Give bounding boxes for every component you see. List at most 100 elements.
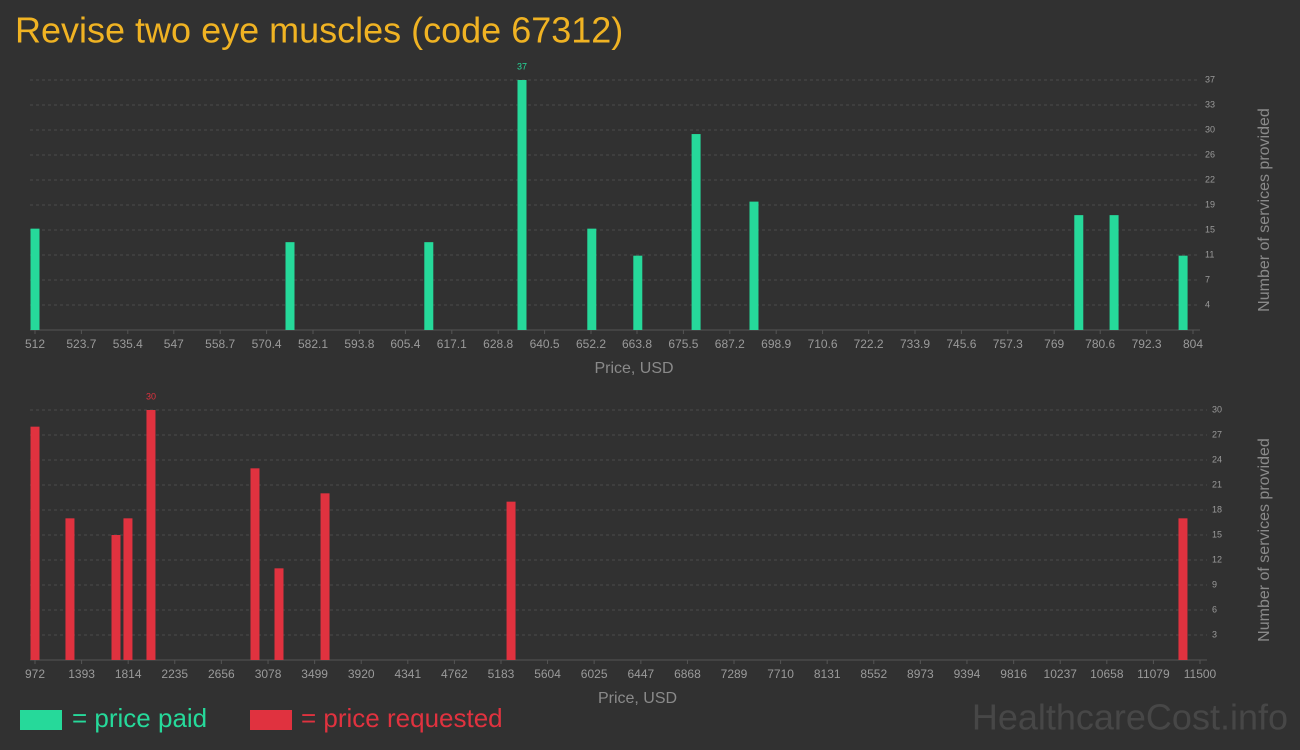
x-tick-label: 10658 [1090, 667, 1124, 681]
bar [111, 535, 121, 660]
x-tick-label: 547 [164, 337, 184, 351]
y-tick-label: 15 [1205, 224, 1215, 234]
x-tick-label: 558.7 [205, 337, 235, 351]
page-title: Revise two eye muscles (code 67312) [15, 10, 623, 51]
legend: = price paid = price requested [20, 703, 503, 733]
x-tick-label: 663.8 [622, 337, 652, 351]
chart-panel: 4 7 11 15 19 22 26 30 33 37 512 523.7 535.4 547 558.7 5… [25, 61, 1273, 377]
bar [424, 242, 434, 330]
x-tick-label: 570.4 [252, 337, 282, 351]
bar [517, 80, 527, 330]
x-tick-label: 745.6 [946, 337, 976, 351]
bar [65, 518, 75, 660]
x-tick-label: 792.3 [1132, 337, 1162, 351]
x-tick-label: 710.6 [808, 337, 838, 351]
bar [30, 228, 40, 330]
bar [320, 493, 330, 660]
y-tick-label: 24 [1212, 454, 1222, 464]
bar [1178, 518, 1188, 660]
x-tick-label: 8131 [814, 667, 841, 681]
x-tick-label: 8973 [907, 667, 934, 681]
y-axis-title: Number of services provided [1256, 108, 1273, 312]
y-tick-label: 26 [1205, 149, 1215, 159]
x-tick-label: 2656 [208, 667, 235, 681]
x-tick-label: 3920 [348, 667, 375, 681]
data-label: 37 [517, 61, 527, 71]
y-tick-label: 7 [1205, 274, 1210, 284]
bar [1074, 215, 1084, 330]
y-tick-label: 27 [1212, 429, 1222, 439]
y-tick-label: 12 [1212, 554, 1222, 564]
x-tick-label: 1393 [68, 667, 95, 681]
x-axis-title: Price, USD [598, 690, 677, 707]
x-tick-label: 10237 [1044, 667, 1078, 681]
y-tick-label: 9 [1212, 579, 1217, 589]
x-tick-label: 4341 [394, 667, 421, 681]
x-tick-label: 11079 [1137, 667, 1170, 681]
x-tick-label: 7289 [721, 667, 748, 681]
y-tick-label: 37 [1205, 74, 1215, 84]
x-tick-label: 8552 [860, 667, 887, 681]
bar [506, 501, 516, 660]
x-axis-title: Price, USD [594, 360, 673, 377]
legend-label: = price paid [72, 703, 207, 733]
x-tick-label: 9394 [954, 667, 981, 681]
legend-swatch [250, 710, 292, 730]
x-tick-label: 1814 [115, 667, 142, 681]
bar [1109, 215, 1119, 330]
y-tick-label: 15 [1212, 529, 1222, 539]
x-tick-label: 804 [1183, 337, 1203, 351]
legend-swatch [20, 710, 62, 730]
watermark: HealthcareCost.info [972, 697, 1288, 738]
bar [691, 134, 701, 330]
y-tick-label: 21 [1212, 479, 1222, 489]
x-tick-label: 675.5 [668, 337, 698, 351]
x-tick-label: 640.5 [530, 337, 560, 351]
x-tick-label: 582.1 [298, 337, 328, 351]
bar [30, 426, 40, 660]
x-tick-label: 617.1 [437, 337, 467, 351]
y-tick-label: 11 [1205, 249, 1214, 259]
x-tick-label: 11500 [1184, 667, 1217, 681]
data-label: 30 [146, 391, 156, 401]
bar [1178, 255, 1188, 330]
bar [749, 201, 759, 330]
x-tick-label: 3078 [255, 667, 282, 681]
x-tick-label: 780.6 [1085, 337, 1115, 351]
x-tick-label: 523.7 [66, 337, 96, 351]
bar [123, 518, 133, 660]
bar [146, 410, 156, 660]
x-tick-label: 722.2 [854, 337, 884, 351]
x-tick-label: 5604 [534, 667, 561, 681]
x-tick-label: 757.3 [993, 337, 1023, 351]
y-tick-label: 6 [1212, 604, 1217, 614]
y-tick-label: 4 [1205, 299, 1210, 309]
legend-label: = price requested [301, 703, 503, 733]
x-tick-label: 5183 [488, 667, 515, 681]
x-tick-label: 512 [25, 337, 45, 351]
bar [633, 255, 643, 330]
x-tick-label: 3499 [301, 667, 328, 681]
y-tick-label: 3 [1212, 629, 1217, 639]
x-tick-label: 2235 [161, 667, 188, 681]
y-tick-label: 18 [1212, 504, 1222, 514]
x-tick-label: 6447 [627, 667, 654, 681]
x-tick-label: 733.9 [900, 337, 930, 351]
y-tick-label: 30 [1205, 124, 1215, 134]
bar [285, 242, 295, 330]
x-tick-label: 652.2 [576, 337, 606, 351]
x-tick-label: 6025 [581, 667, 608, 681]
x-tick-label: 6868 [674, 667, 701, 681]
y-tick-label: 33 [1205, 99, 1215, 109]
x-tick-label: 628.8 [483, 337, 513, 351]
x-tick-label: 535.4 [113, 337, 143, 351]
x-tick-label: 7710 [767, 667, 794, 681]
bar [274, 568, 284, 660]
x-tick-label: 769 [1044, 337, 1064, 351]
chart-panel: 3 6 9 12 15 18 21 24 27 30 972 1393 1814 2235 2656 3078… [25, 391, 1273, 707]
x-tick-label: 593.8 [344, 337, 374, 351]
x-tick-label: 698.9 [761, 337, 791, 351]
x-tick-label: 4762 [441, 667, 468, 681]
